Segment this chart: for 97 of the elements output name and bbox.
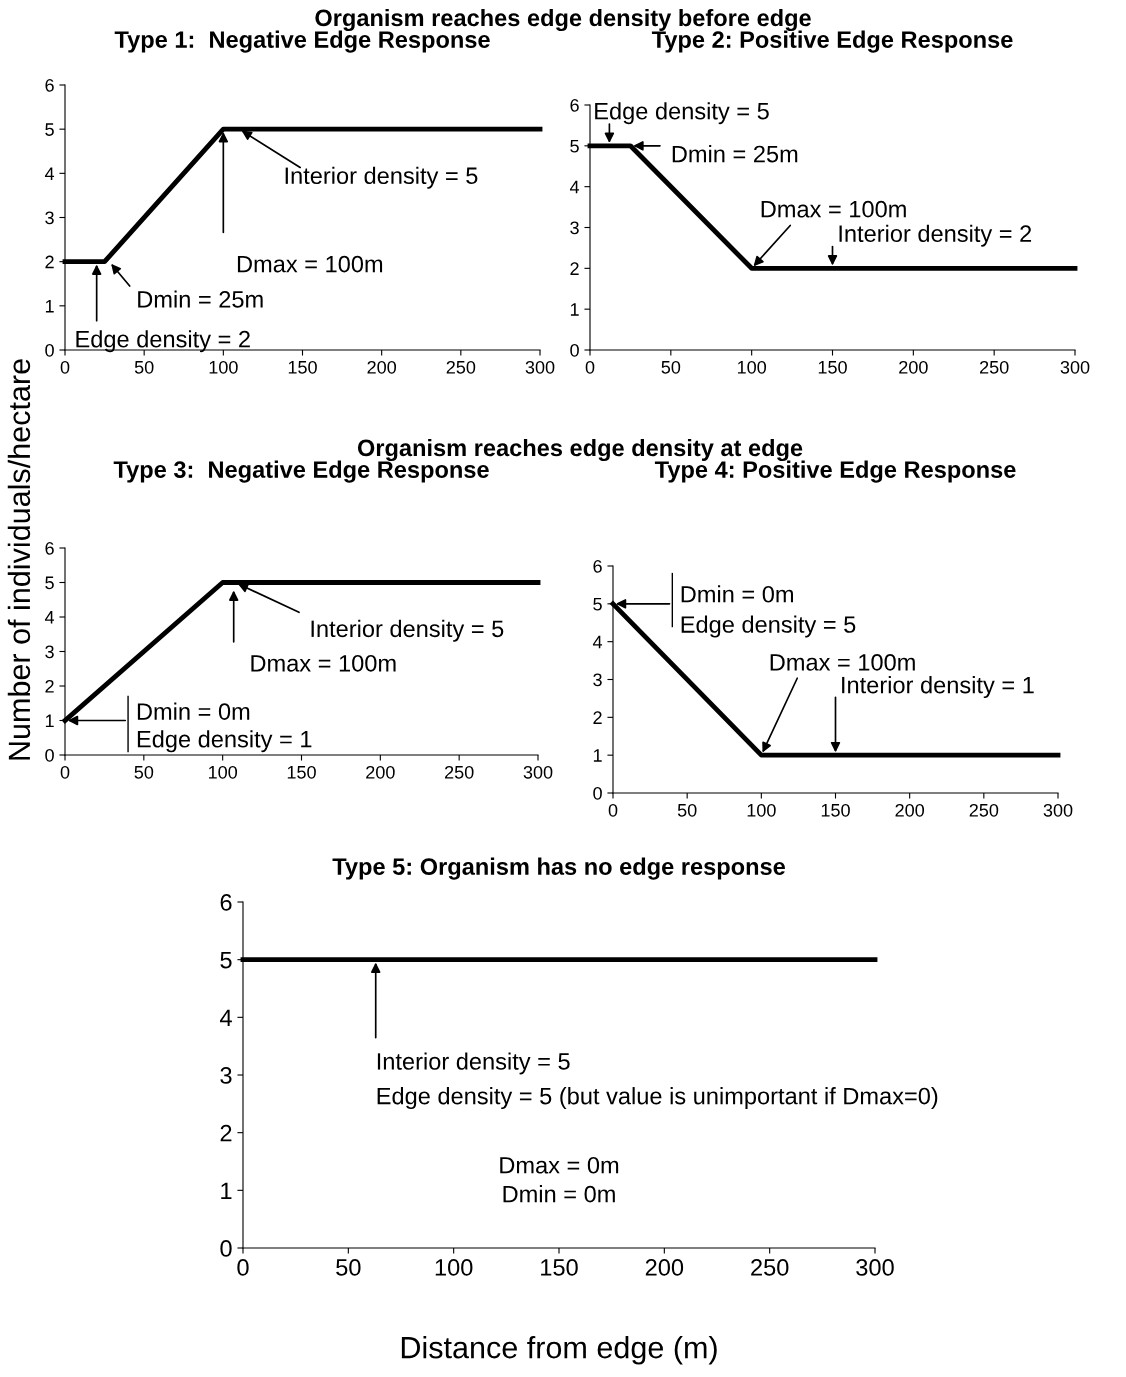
y-tick-label: 2 — [220, 1124, 232, 1142]
y-tick-label: 2 — [593, 711, 602, 724]
annotation: Dmin = 25m — [138, 290, 263, 308]
y-tick-label: 5 — [220, 951, 232, 969]
x-tick-label: 100 — [737, 360, 767, 374]
chart-title: Type 1: Negative Edge Response — [114, 30, 490, 53]
y-tick-label: 6 — [570, 98, 579, 112]
chart-title: Type 3: Negative Edge Response — [113, 460, 489, 483]
annotation: Dmax = 100m — [761, 200, 906, 218]
annotation: Interior density = 5 — [311, 619, 504, 642]
y-tick-label: 1 — [45, 714, 54, 728]
y-tick-label: 5 — [45, 123, 54, 136]
annotation: Edge density = 5 (but value is unimportant if Dmax=0) — [377, 1087, 938, 1110]
y-tick-label: 4 — [592, 635, 603, 649]
x-tick-label: 100 — [747, 803, 776, 817]
y-tick-label: 2 — [570, 262, 579, 275]
y-tick-label: 1 — [221, 1182, 232, 1199]
y-tick-label: 4 — [44, 611, 55, 624]
annotation: Interior density = 5 — [377, 1052, 570, 1075]
x-tick-label: 200 — [367, 360, 397, 374]
chart-title: Type 5: Organism has no edge response — [332, 857, 785, 880]
x-tick-label: 300 — [525, 360, 555, 374]
x-tick-label: 200 — [899, 360, 928, 374]
x-tick-label: 0 — [608, 803, 618, 817]
x-tick-label: 300 — [1043, 803, 1073, 817]
x-tick-label: 300 — [856, 1259, 894, 1276]
y-axis-title: Number of individuals/hectare — [7, 359, 31, 760]
x-tick-label: 250 — [980, 360, 1009, 374]
x-tick-label: 100 — [209, 360, 238, 374]
y-tick-label: 4 — [569, 180, 580, 194]
annotation: Interior density = 1 — [842, 676, 1034, 699]
x-tick-label: 250 — [445, 765, 474, 779]
x-tick-label: 200 — [645, 1259, 684, 1276]
y-tick-label: 0 — [45, 748, 54, 762]
x-tick-label: 300 — [1060, 360, 1090, 374]
y-tick-label: 2 — [45, 255, 54, 269]
x-tick-label: 100 — [435, 1259, 473, 1276]
y-tick-label: 4 — [44, 167, 55, 180]
x-tick-label: 150 — [288, 360, 317, 374]
annotation: Dmin = 0m — [137, 702, 250, 720]
annotation: Edge density = 5 — [681, 615, 856, 638]
y-tick-label: 3 — [220, 1067, 232, 1084]
chart-title: Type 2: Positive Edge Response — [651, 30, 1013, 53]
annotation: Interior density = 5 — [285, 166, 478, 189]
y-tick-label: 0 — [220, 1240, 232, 1257]
x-tick-label: 50 — [336, 1259, 361, 1276]
x-tick-label: 50 — [134, 360, 154, 374]
y-tick-label: 3 — [45, 211, 54, 225]
y-tick-label: 5 — [45, 576, 54, 590]
y-tick-label: 1 — [570, 303, 579, 316]
x-tick-label: 50 — [677, 803, 697, 817]
y-tick-label: 6 — [45, 541, 54, 555]
x-tick-label: 50 — [134, 765, 154, 779]
x-axis-title: Distance from edge (m) — [401, 1335, 717, 1365]
annotation: Dmax = 100m — [251, 654, 396, 672]
y-tick-label: 2 — [45, 679, 54, 693]
annotation: Dmin = 25m — [672, 145, 798, 163]
y-tick-label: 1 — [45, 299, 54, 313]
x-tick-label: 200 — [366, 765, 395, 779]
annotation: Edge density = 5 — [595, 102, 769, 125]
annotation: Edge density = 1 — [137, 730, 312, 753]
x-tick-label: 150 — [287, 765, 316, 779]
y-tick-label: 3 — [593, 673, 602, 687]
x-tick-label: 0 — [237, 1259, 249, 1276]
y-tick-label: 0 — [45, 343, 54, 357]
y-tick-label: 0 — [570, 343, 579, 357]
x-tick-label: 300 — [523, 765, 553, 779]
annotation: Dmax = 0m — [500, 1156, 619, 1174]
y-tick-label: 5 — [570, 139, 579, 153]
y-tick-label: 3 — [45, 645, 54, 659]
y-tick-label: 0 — [593, 786, 602, 800]
x-tick-label: 250 — [751, 1259, 789, 1276]
x-tick-label: 200 — [895, 803, 925, 817]
y-tick-label: 3 — [570, 221, 579, 235]
y-tick-label: 1 — [593, 749, 602, 762]
annotation: Edge density = 2 — [76, 330, 250, 353]
annotation: Dmin = 0m — [681, 585, 793, 603]
y-tick-label: 4 — [220, 1009, 232, 1026]
x-tick-label: 150 — [818, 360, 847, 374]
text: Organism reaches edge density before edge — [315, 8, 811, 32]
y-tick-label: 6 — [220, 894, 232, 911]
annotation: Interior density = 2 — [839, 224, 1032, 247]
annotation: Dmax = 100m — [770, 653, 915, 671]
annotation: Dmin = 0m — [503, 1185, 615, 1203]
annotation: Dmax = 100m — [237, 255, 383, 273]
y-tick-label: 6 — [45, 78, 54, 92]
y-tick-label: 6 — [593, 559, 602, 573]
x-tick-label: 0 — [60, 765, 70, 779]
x-tick-label: 150 — [541, 1259, 578, 1276]
x-tick-label: 150 — [821, 803, 850, 817]
x-tick-label: 250 — [446, 360, 476, 374]
x-tick-label: 250 — [969, 803, 999, 817]
x-tick-label: 50 — [661, 360, 681, 374]
y-tick-label: 5 — [593, 597, 602, 611]
x-tick-label: 100 — [208, 765, 238, 779]
x-tick-label: 0 — [60, 360, 70, 374]
chart-title: Type 4: Positive Edge Response — [654, 460, 1016, 483]
